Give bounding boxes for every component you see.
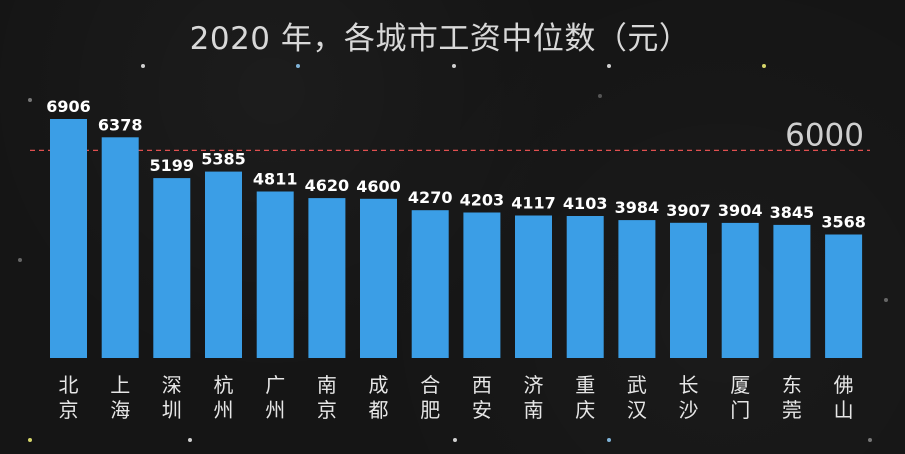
bar-value-label-14: 3845 [770,203,815,222]
bar-5 [308,198,346,358]
decor-dot-10 [188,438,192,442]
decor-dot-8 [884,298,888,302]
bar-value-label-1: 6378 [98,115,143,134]
bar-2 [153,178,191,358]
background-dots [18,64,888,442]
bar-15 [825,234,863,358]
bar-14 [773,224,811,358]
category-label-8: 西安 [472,373,492,422]
category-label-10: 重庆 [575,373,595,422]
bar-value-label-12: 3907 [666,201,711,220]
bar-7 [411,210,449,358]
bar-value-labels: 6906 6378 5199 5385 4811 4620 4600 4270 4203 4117… [46,97,866,232]
bar-value-label-11: 3984 [615,198,660,217]
category-label-5: 南京 [317,373,337,422]
chart-title: 2020 年，各城市工资中位数（元） [190,21,691,57]
bar-10 [566,216,604,358]
bar-value-label-6: 4600 [356,177,401,196]
bar-13 [721,222,759,358]
category-label-14: 东莞 [782,373,802,422]
decor-dot-9 [28,438,32,442]
category-label-7: 合肥 [420,373,440,422]
bar-value-label-7: 4270 [408,188,453,207]
category-label-13: 厦门 [730,373,750,422]
category-label-6: 成都 [369,373,389,422]
bar-12 [670,222,707,358]
reference-line-label: 6000 [785,117,864,153]
decor-dot-13 [868,438,872,442]
bar-0 [50,119,87,358]
category-label-15: 佛山 [834,373,854,422]
decor-dot-11 [453,438,457,442]
bar-value-label-10: 4103 [563,194,608,213]
category-label-3: 杭州 [214,373,234,422]
category-label-9: 济南 [524,373,544,422]
bar-value-label-0: 6906 [46,97,91,116]
bar-9 [515,215,552,358]
decor-dot-3 [607,64,611,68]
category-label-4: 广州 [265,373,285,422]
bar-value-label-13: 3904 [718,201,763,220]
decor-dot-5 [28,98,32,102]
bar-value-label-2: 5199 [150,156,195,175]
bar-value-label-3: 5385 [201,150,246,169]
decor-dot-0 [141,64,145,68]
decor-dot-1 [296,64,300,68]
bar-3 [205,171,242,358]
category-label-11: 武汉 [627,373,647,422]
category-label-12: 长沙 [679,373,699,422]
decor-dot-12 [607,438,611,442]
bars [50,119,863,358]
bar-8 [463,212,501,358]
bar-value-label-8: 4203 [460,191,505,210]
bar-value-label-5: 4620 [305,176,350,195]
bar-11 [618,220,656,358]
decor-dot-4 [762,64,766,68]
category-label-0: 北京 [59,373,79,422]
decor-dot-2 [452,64,456,68]
decor-dot-6 [598,94,602,98]
decor-dot-7 [18,258,22,262]
bar-6 [360,198,397,358]
bar-4 [256,191,294,358]
bar-1 [101,137,139,358]
bar-value-label-15: 3568 [821,213,866,232]
bar-value-label-9: 4117 [511,194,556,213]
category-label-2: 深圳 [162,373,182,422]
category-label-1: 上海 [110,373,130,422]
bar-value-label-4: 4811 [253,170,298,189]
